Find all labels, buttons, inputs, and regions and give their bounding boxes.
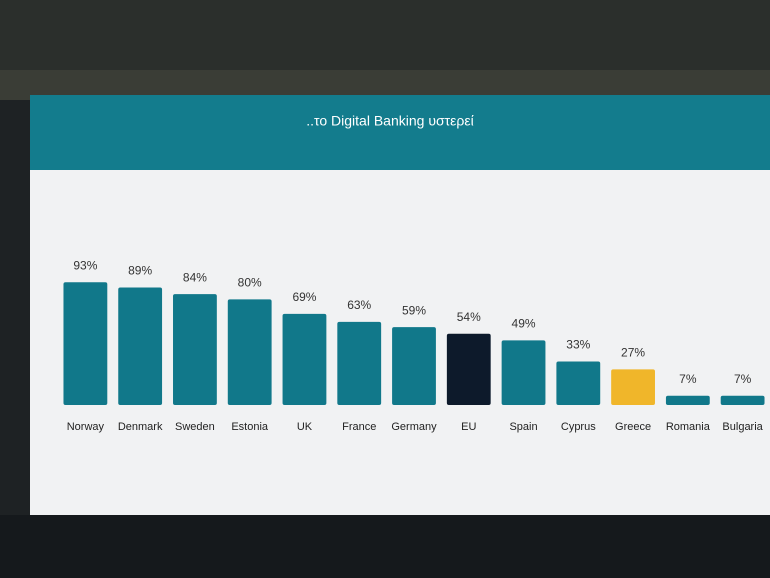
- bar: [63, 282, 108, 405]
- bar: [446, 333, 491, 405]
- x-tick-label: EU: [461, 421, 476, 433]
- value-label: 27%: [621, 346, 645, 360]
- x-tick-label: UK: [297, 421, 313, 433]
- bar: [173, 294, 217, 405]
- floor: [0, 515, 770, 578]
- value-label: 89%: [128, 264, 152, 278]
- value-label: 63%: [347, 298, 371, 312]
- bar: [282, 313, 327, 405]
- x-tick-label: France: [342, 421, 376, 433]
- x-tick-label: Greece: [615, 421, 651, 433]
- bar: [118, 287, 163, 405]
- bar: [720, 395, 765, 405]
- slide-header: [30, 95, 770, 170]
- bar: [501, 340, 546, 405]
- bar: [611, 369, 655, 405]
- x-tick-label: Sweden: [175, 421, 215, 433]
- chart-title: ..το Digital Banking υστερεί: [306, 113, 473, 129]
- value-label: 7%: [679, 372, 697, 386]
- bar: [556, 361, 601, 405]
- x-tick-label: Norway: [67, 421, 105, 433]
- bar: [392, 327, 436, 405]
- x-tick-label: Estonia: [231, 421, 269, 433]
- x-tick-label: Cyprus: [561, 421, 596, 433]
- value-label: 84%: [183, 270, 207, 284]
- x-tick-label: Denmark: [118, 421, 163, 433]
- value-label: 49%: [512, 316, 536, 330]
- x-tick-label: Bulgaria: [722, 421, 763, 433]
- value-label: 33%: [566, 338, 590, 352]
- value-label: 54%: [457, 310, 481, 324]
- value-label: 80%: [238, 276, 262, 290]
- x-tick-label: Romania: [666, 421, 711, 433]
- value-label: 69%: [292, 290, 316, 304]
- ceiling: [0, 0, 770, 70]
- bar: [665, 395, 710, 405]
- bar: [227, 299, 272, 405]
- x-tick-label: Spain: [509, 421, 537, 433]
- value-label: 7%: [734, 372, 752, 386]
- x-tick-label: Germany: [391, 421, 437, 433]
- value-label: 93%: [73, 258, 97, 272]
- bar: [337, 321, 382, 405]
- value-label: 59%: [402, 303, 426, 317]
